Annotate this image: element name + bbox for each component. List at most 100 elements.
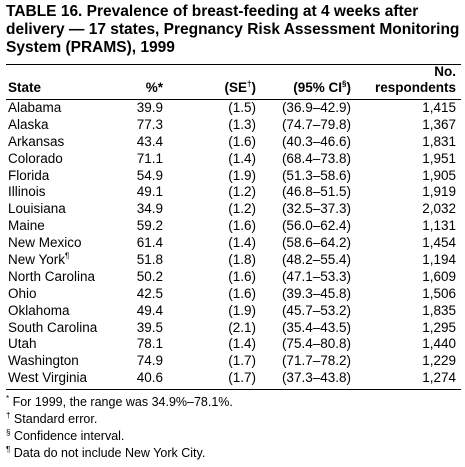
table-row: West Virginia 40.6 (1.7) (37.3–43.8) 1,274 — [6, 370, 461, 387]
cell-state-mark: ¶ — [65, 251, 70, 261]
cell-respondents: 1,905 — [422, 167, 456, 183]
header-no: No. — [434, 64, 456, 79]
cell-state-text: New Mexico — [8, 235, 82, 251]
table-body: Alabama 39.9 (1.5) (36.9–42.9) 1,415 Alaska 77… — [6, 100, 461, 387]
cell-ci: (37.3–43.8) — [281, 370, 351, 386]
cell-state: Arkansas — [8, 134, 64, 151]
table-row: Oklahoma 49.4 (1.9) (45.7–53.2) 1,835 — [6, 303, 461, 320]
cell-state: Louisiana — [8, 201, 66, 218]
cell-respondents: 1,951 — [422, 150, 456, 166]
header-ci-mark: § — [342, 79, 347, 89]
table-row: Illinois 49.1 (1.2) (46.8–51.5) 1,919 — [6, 184, 461, 201]
cell-percent: 74.9 — [136, 353, 163, 369]
cell-respondents: 1,274 — [422, 370, 456, 386]
footnote-text: Data do not include New York City. — [10, 446, 206, 460]
cell-state-text: Maine — [8, 218, 45, 234]
table-header: State %* (SE†) (95% CI§) No. respondents — [6, 64, 461, 99]
cell-se: (1.9) — [228, 167, 256, 183]
footnote-mark: † — [6, 410, 11, 420]
cell-state-text: Colorado — [8, 150, 63, 166]
cell-se: (1.7) — [228, 353, 256, 369]
cell-state-text: Arkansas — [8, 133, 65, 149]
cell-ci: (47.1–53.3) — [281, 268, 351, 284]
cell-respondents: 1,367 — [422, 116, 456, 132]
header-percent-label: % — [145, 80, 158, 95]
cell-state-text: Louisiana — [8, 201, 66, 217]
table-row: Alaska 77.3 (1.3) (74.7–79.8) 1,367 — [6, 117, 461, 134]
cell-percent: 59.2 — [136, 218, 163, 234]
cell-state: Utah — [8, 336, 37, 353]
cell-ci: (35.4–43.5) — [281, 319, 351, 335]
cell-state-text: Florida — [8, 167, 50, 183]
cell-ci: (36.9–42.9) — [281, 100, 351, 115]
footnote-text: For 1999, the range was 34.9%–78.1%. — [9, 395, 233, 409]
cell-se: (1.6) — [228, 218, 256, 234]
cell-ci: (56.0–62.4) — [281, 218, 351, 234]
cell-state-text: West Virginia — [8, 370, 88, 386]
cell-ci: (51.3–58.6) — [281, 167, 351, 183]
cell-se: (1.5) — [228, 100, 256, 115]
header-respondents: respondents — [374, 80, 456, 95]
cell-state-text: Ohio — [8, 285, 37, 301]
cell-state: Maine — [8, 218, 45, 235]
cell-ci: (39.3–45.8) — [281, 285, 351, 301]
cell-respondents: 1,831 — [422, 133, 456, 149]
cell-state: Washington — [8, 353, 79, 370]
cell-percent: 34.9 — [136, 201, 163, 217]
cell-respondents: 1,919 — [422, 184, 456, 200]
footnote-text: Standard error. — [10, 412, 98, 426]
cell-ci: (48.2–55.4) — [281, 252, 351, 268]
cell-respondents: 1,131 — [422, 218, 456, 234]
cell-se: (1.4) — [228, 336, 256, 352]
cell-state-text: Utah — [8, 336, 37, 352]
cell-percent: 61.4 — [136, 235, 163, 251]
cell-state-text: North Carolina — [8, 268, 96, 284]
footnote-mark: * — [6, 393, 10, 403]
table-row: South Carolina 39.5 (2.1) (35.4–43.5) 1,295 — [6, 320, 461, 337]
footnote-text: Confidence interval. — [10, 429, 125, 443]
cell-se: (1.7) — [228, 370, 256, 386]
cell-ci: (68.4–73.8) — [281, 150, 351, 166]
cell-percent: 51.8 — [136, 252, 163, 268]
table-row: North Carolina 50.2 (1.6) (47.1–53.3) 1,609 — [6, 269, 461, 286]
cell-percent: 49.1 — [136, 184, 163, 200]
footnotes: * For 1999, the range was 34.9%–78.1%. † … — [6, 394, 461, 462]
cell-se: (1.4) — [228, 150, 256, 166]
table-row: Louisiana 34.9 (1.2) (32.5–37.3) 2,032 — [6, 201, 461, 218]
table-row: Colorado 71.1 (1.4) (68.4–73.8) 1,951 — [6, 151, 461, 168]
cell-state: Ohio — [8, 286, 37, 303]
cell-se: (1.2) — [228, 184, 256, 200]
cell-se: (2.1) — [228, 319, 256, 335]
cell-respondents: 1,194 — [422, 252, 456, 268]
cell-state: New York¶ — [8, 252, 69, 269]
footnote: § Confidence interval. — [6, 428, 461, 445]
cell-respondents: 1,229 — [422, 353, 456, 369]
table-row: Florida 54.9 (1.9) (51.3–58.6) 1,905 — [6, 168, 461, 185]
table-row: Alabama 39.9 (1.5) (36.9–42.9) 1,415 — [6, 100, 461, 117]
cell-respondents: 1,440 — [422, 336, 456, 352]
cell-respondents: 1,506 — [422, 285, 456, 301]
cell-state: Colorado — [8, 151, 63, 168]
cell-percent: 78.1 — [136, 336, 163, 352]
header-top-rule — [6, 64, 461, 65]
header-ci: (95% CI§) — [293, 80, 351, 95]
cell-respondents: 1,415 — [422, 100, 456, 115]
cell-percent: 71.1 — [136, 150, 163, 166]
table-row: Utah 78.1 (1.4) (75.4–80.8) 1,440 — [6, 336, 461, 353]
cell-ci: (71.7–78.2) — [281, 353, 351, 369]
cell-state: New Mexico — [8, 235, 82, 252]
cell-state-text: Washington — [8, 353, 79, 369]
cell-percent: 42.5 — [136, 285, 163, 301]
header-se-close: ) — [251, 80, 257, 95]
cell-percent: 50.2 — [136, 268, 163, 284]
cell-se: (1.3) — [228, 116, 256, 132]
cell-percent: 54.9 — [136, 167, 163, 183]
header-percent: %* — [146, 80, 163, 95]
cell-se: (1.4) — [228, 235, 256, 251]
cell-respondents: 1,609 — [422, 268, 456, 284]
cell-ci: (58.6–64.2) — [281, 235, 351, 251]
cell-se: (1.9) — [228, 302, 256, 318]
cell-respondents: 1,454 — [422, 235, 456, 251]
cell-state: South Carolina — [8, 320, 97, 337]
cell-state: Florida — [8, 168, 49, 185]
